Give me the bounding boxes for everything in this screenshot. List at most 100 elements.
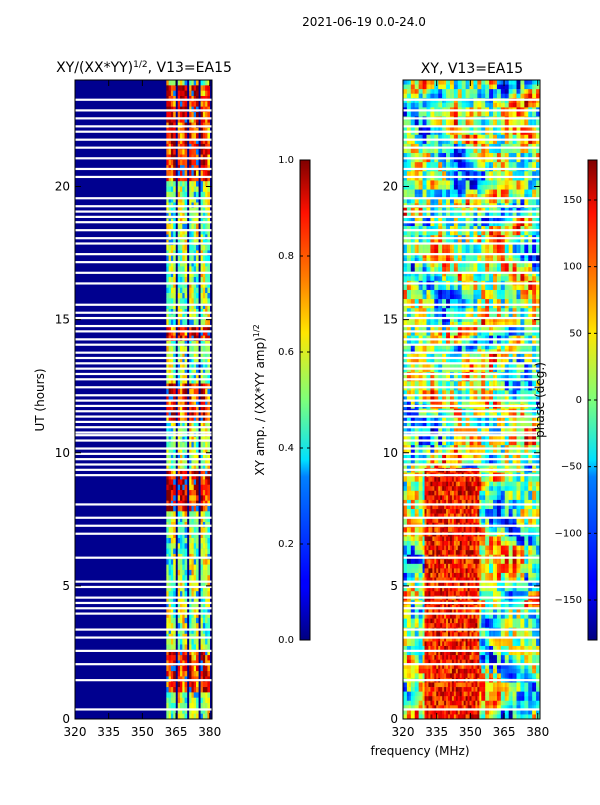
phase-cell (423, 276, 425, 281)
phase-cell (430, 623, 432, 628)
amplitude-cell (189, 687, 192, 693)
phase-cell (428, 290, 430, 295)
amplitude-cell (191, 565, 194, 571)
amplitude-cell (178, 298, 181, 304)
phase-cell (409, 249, 411, 254)
phase-cell (428, 89, 430, 94)
amplitude-cell (196, 698, 199, 704)
phase-cell (423, 696, 425, 701)
amplitude-cell (169, 389, 172, 395)
amplitude-cell (205, 549, 208, 555)
amplitude-cell (171, 490, 174, 496)
amplitude-cell (203, 389, 206, 395)
amplitude-cell (178, 575, 181, 581)
amplitude-cell (203, 293, 206, 299)
phase-cell (428, 103, 430, 108)
amplitude-cell (203, 644, 206, 650)
colorbar-tick-label: 0.6 (278, 347, 294, 358)
amplitude-cell (178, 80, 181, 86)
phase-cell (421, 263, 423, 268)
phase-cell (421, 509, 423, 514)
phase-cell (421, 80, 423, 85)
amplitude-cell (182, 644, 185, 650)
phase-cell (428, 231, 430, 236)
amplitude-cell (169, 714, 172, 720)
amplitude-cell (189, 543, 192, 549)
amplitude-cell (173, 687, 176, 693)
amplitude-cell (173, 639, 176, 645)
phase-cell (432, 103, 434, 108)
phase-cell (432, 148, 434, 153)
phase-cell (405, 559, 407, 564)
flagged-row (75, 125, 212, 127)
phase-cell (409, 482, 411, 487)
phase-cell (440, 614, 442, 619)
phase-cell (421, 290, 423, 295)
phase-cell (419, 692, 421, 697)
phase-cell (432, 171, 434, 176)
phase-cell (434, 263, 436, 268)
phase-cell (426, 263, 428, 268)
amplitude-cell (194, 277, 197, 283)
amplitude-cell (205, 442, 208, 448)
phase-cell (428, 285, 430, 290)
amplitude-cell (178, 320, 181, 326)
phase-cell (405, 89, 407, 94)
amplitude-cell (201, 549, 204, 555)
phase-cell (432, 185, 434, 190)
phase-cell (415, 121, 417, 126)
phase-cell (428, 568, 430, 573)
flagged-row (75, 431, 212, 433)
phase-cell (444, 94, 446, 99)
phase-cell (438, 249, 440, 254)
phase-cell (413, 527, 415, 532)
phase-cell (417, 153, 419, 158)
amplitude-cell (185, 538, 188, 544)
phase-cell (415, 541, 417, 546)
phase-cell (421, 573, 423, 578)
amplitude-cell (166, 160, 169, 166)
amplitude-cell (169, 538, 172, 544)
amplitude-title-tail: , V13=EA15 (148, 60, 232, 76)
phase-cell (417, 573, 419, 578)
amplitude-cell (169, 171, 172, 177)
amplitude-cell (207, 570, 210, 576)
phase-cell (440, 381, 442, 386)
phase-cell (421, 541, 423, 546)
phase-cell (432, 655, 434, 660)
amplitude-cell (171, 549, 174, 555)
phase-cell (434, 299, 436, 304)
phase-cell (436, 559, 438, 564)
phase-cell (434, 290, 436, 295)
flagged-row (75, 176, 212, 178)
phase-cell (415, 285, 417, 290)
phase-cell (438, 190, 440, 195)
y-tick-label: 10 (55, 446, 70, 460)
amplitude-cell (169, 490, 172, 496)
phase-cell (417, 121, 419, 126)
phase-cell (432, 623, 434, 628)
amplitude-cell (194, 192, 197, 198)
amplitude-cell (196, 538, 199, 544)
phase-cell (428, 701, 430, 706)
amplitude-cell (203, 687, 206, 693)
phase-cell (440, 285, 442, 290)
phase-cell (411, 231, 413, 236)
amplitude-cell (182, 389, 185, 395)
phase-cell (428, 641, 430, 646)
phase-cell (442, 527, 444, 532)
phase-cell (438, 673, 440, 678)
amplitude-cell (205, 565, 208, 571)
phase-cell (426, 482, 428, 487)
amplitude-cell (185, 714, 188, 720)
amplitude-cell (196, 703, 199, 709)
phase-cell (430, 632, 432, 637)
phase-cell (423, 290, 425, 295)
amplitude-cell (196, 389, 199, 395)
amplitude-cell (189, 277, 192, 283)
phase-cell (419, 696, 421, 701)
amplitude-cell (182, 549, 185, 555)
amplitude-cell (180, 623, 183, 629)
amplitude-cell (169, 442, 172, 448)
amplitude-cell (191, 112, 194, 118)
